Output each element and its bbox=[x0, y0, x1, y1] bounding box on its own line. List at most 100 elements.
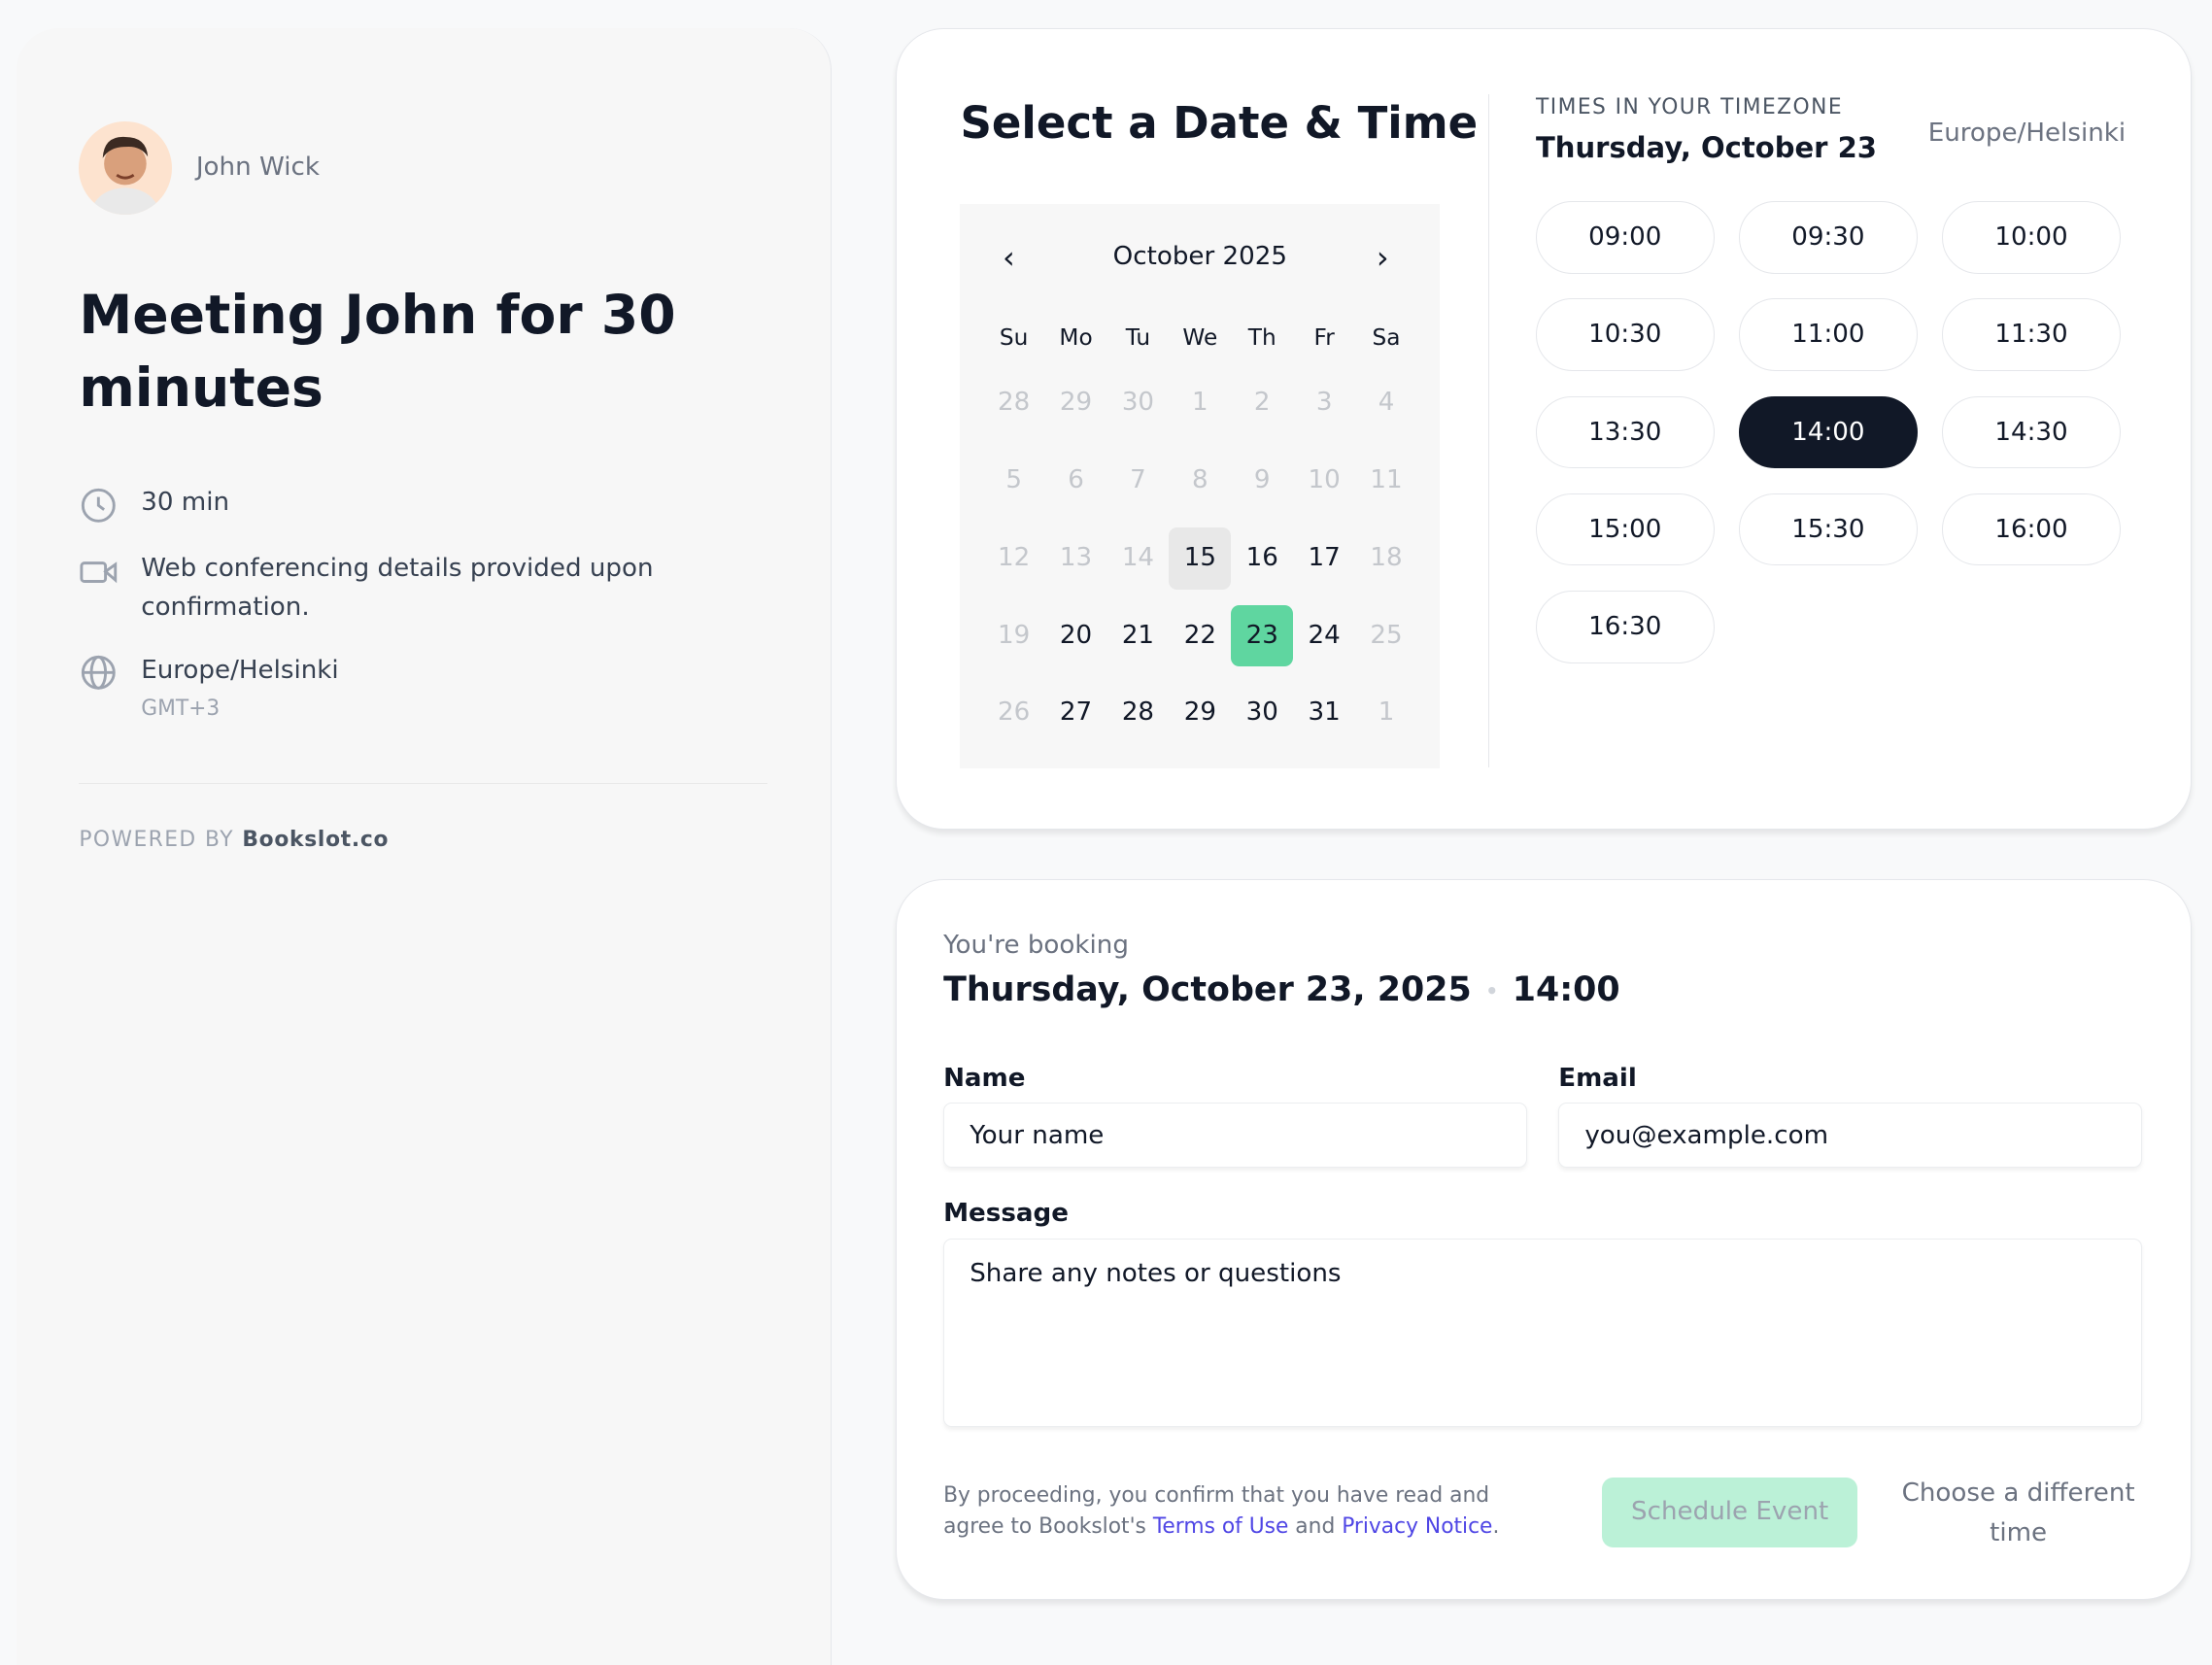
booking-time: 14:00 bbox=[1512, 969, 1620, 1009]
timezone-offset: GMT+3 bbox=[141, 697, 221, 722]
picker-title: Select a Date & Time bbox=[960, 96, 1479, 149]
event-info-panel: John Wick Meeting John for 30 minutes 30… bbox=[17, 28, 833, 1665]
time-slot-1500[interactable]: 15:00 bbox=[1535, 493, 1715, 566]
avatar bbox=[79, 120, 173, 215]
calendar-day[interactable]: 30 bbox=[1245, 697, 1278, 728]
timezone-selector[interactable]: Europe/Helsinki bbox=[1927, 118, 2127, 148]
times-label: TIMES IN YOUR TIMEZONE bbox=[1535, 95, 1844, 120]
calendar-day[interactable]: 29 bbox=[1183, 697, 1216, 728]
clock-icon bbox=[82, 488, 117, 523]
selected-date: Thursday, October 23 bbox=[1535, 130, 1878, 164]
legal-notice: By proceeding, you confirm that you have… bbox=[943, 1480, 1549, 1543]
calendar-day: 8 bbox=[1192, 464, 1208, 494]
calendar-day: 7 bbox=[1130, 464, 1146, 494]
privacy-link[interactable]: Privacy Notice bbox=[1342, 1514, 1493, 1540]
time-slot-1330[interactable]: 13:30 bbox=[1535, 395, 1715, 469]
calendar-day: 19 bbox=[998, 620, 1031, 650]
legal-text: and bbox=[1288, 1514, 1343, 1540]
calendar-day: 12 bbox=[998, 542, 1031, 572]
choose-different-time-button[interactable]: Choose a different time bbox=[1901, 1478, 2135, 1547]
duration: 30 min bbox=[141, 488, 230, 518]
legal-text: . bbox=[1492, 1514, 1500, 1540]
timezone: Europe/Helsinki bbox=[141, 655, 339, 685]
schedule-event-button[interactable]: Schedule Event bbox=[1602, 1478, 1858, 1547]
powered-by-label: POWERED BY bbox=[79, 828, 234, 853]
divider bbox=[1487, 93, 1490, 767]
calendar-day: 5 bbox=[1005, 464, 1022, 494]
email-input[interactable]: you@example.com bbox=[1558, 1103, 2143, 1168]
calendar-day[interactable]: 17 bbox=[1308, 542, 1341, 572]
calendar-day[interactable]: 21 bbox=[1121, 620, 1155, 650]
calendar-day[interactable]: 24 bbox=[1308, 620, 1341, 650]
separator: • bbox=[1485, 978, 1499, 1002]
prev-month-button[interactable]: ‹ bbox=[1003, 239, 1015, 277]
time-slot-1030[interactable]: 10:30 bbox=[1535, 298, 1715, 371]
time-slot-0900[interactable]: 09:00 bbox=[1535, 201, 1715, 274]
time-slot-1430[interactable]: 14:30 bbox=[1942, 395, 2121, 469]
calendar-day[interactable]: 28 bbox=[1121, 697, 1155, 728]
calendar-day: 26 bbox=[998, 697, 1031, 728]
event-title: Meeting John for 30 minutes bbox=[79, 284, 676, 421]
calendar-day: 10 bbox=[1308, 464, 1341, 494]
divider bbox=[79, 782, 767, 785]
powered-by: POWERED BY Bookslot.co bbox=[79, 828, 389, 852]
calendar-day: 11 bbox=[1370, 464, 1403, 494]
calendar-day: 29 bbox=[1059, 387, 1093, 417]
calendar-day: 1 bbox=[1378, 697, 1395, 728]
timezone-row: Europe/Helsinki GMT+3 bbox=[79, 652, 728, 736]
globe-icon bbox=[82, 656, 117, 691]
calendar-day[interactable]: 20 bbox=[1059, 620, 1093, 650]
weekday-header: Tu bbox=[1125, 323, 1151, 351]
terms-link[interactable]: Terms of Use bbox=[1152, 1514, 1289, 1540]
calendar-day: 6 bbox=[1068, 464, 1084, 494]
calendar-day: 2 bbox=[1253, 387, 1271, 417]
location: Web conferencing details provided upon c… bbox=[141, 554, 654, 622]
calendar-day: 13 bbox=[1059, 542, 1093, 572]
email-label: Email bbox=[1558, 1063, 1637, 1093]
weekday-header: Fr bbox=[1313, 323, 1335, 351]
time-slot-1000[interactable]: 10:00 bbox=[1942, 201, 2121, 274]
host-name: John Wick bbox=[195, 152, 320, 182]
message-textarea[interactable]: Share any notes or questions bbox=[943, 1238, 2143, 1428]
time-slot-0930[interactable]: 09:30 bbox=[1739, 201, 1918, 274]
calendar-day[interactable]: 15 bbox=[1169, 527, 1232, 590]
weekday-header: Sa bbox=[1372, 323, 1401, 351]
time-slot-1100[interactable]: 11:00 bbox=[1739, 298, 1918, 371]
weekday-header: Th bbox=[1247, 323, 1276, 351]
calendar-day[interactable]: 27 bbox=[1059, 697, 1093, 728]
name-input[interactable]: Your name bbox=[943, 1103, 1528, 1168]
time-slot-1130[interactable]: 11:30 bbox=[1942, 298, 2121, 371]
booking-form: You're booking Thursday, October 23, 202… bbox=[896, 878, 2192, 1601]
duration-row: 30 min bbox=[79, 484, 728, 527]
calendar-day-selected[interactable]: 23 bbox=[1231, 604, 1294, 667]
name-label: Name bbox=[943, 1063, 1026, 1093]
weekday-header: Mo bbox=[1059, 323, 1093, 351]
time-slot-1600[interactable]: 16:00 bbox=[1942, 493, 2121, 566]
message-label: Message bbox=[943, 1198, 1069, 1228]
legal-text: By proceeding, you confirm that you have… bbox=[943, 1483, 1490, 1540]
calendar-day[interactable]: 22 bbox=[1183, 620, 1216, 650]
calendar-day: 1 bbox=[1192, 387, 1208, 417]
calendar-day: 9 bbox=[1253, 464, 1271, 494]
month-label: October 2025 bbox=[1112, 242, 1288, 272]
calendar-day[interactable]: 31 bbox=[1308, 697, 1341, 728]
calendar-day[interactable]: 16 bbox=[1245, 542, 1278, 572]
time-slot-1630[interactable]: 16:30 bbox=[1535, 591, 1715, 663]
weekday-header: We bbox=[1182, 323, 1218, 351]
video-camera-icon bbox=[80, 561, 118, 583]
weekday-header: Su bbox=[999, 323, 1029, 351]
time-slot-1530[interactable]: 15:30 bbox=[1739, 493, 1918, 566]
calendar: ‹ October 2025 › Su Mo Tu We Th Fr Sa 28 29 30 1 2 3… bbox=[960, 204, 1441, 768]
calendar-day: 30 bbox=[1121, 387, 1155, 417]
location-row: Web conferencing details provided upon c… bbox=[79, 550, 728, 634]
calendar-day: 14 bbox=[1121, 542, 1155, 572]
calendar-day: 28 bbox=[998, 387, 1031, 417]
calendar-day: 4 bbox=[1378, 387, 1395, 417]
next-month-button[interactable]: › bbox=[1376, 239, 1389, 277]
time-slot-1400[interactable]: 14:00 bbox=[1739, 395, 1918, 469]
booking-date: Thursday, October 23, 2025 bbox=[943, 969, 1472, 1009]
booking-summary: Thursday, October 23, 2025 • 14:00 bbox=[943, 970, 1620, 1009]
date-time-picker: Select a Date & Time ‹ October 2025 › Su… bbox=[896, 28, 2192, 831]
brand-link[interactable]: Bookslot.co bbox=[242, 828, 390, 853]
calendar-day: 3 bbox=[1315, 387, 1333, 417]
